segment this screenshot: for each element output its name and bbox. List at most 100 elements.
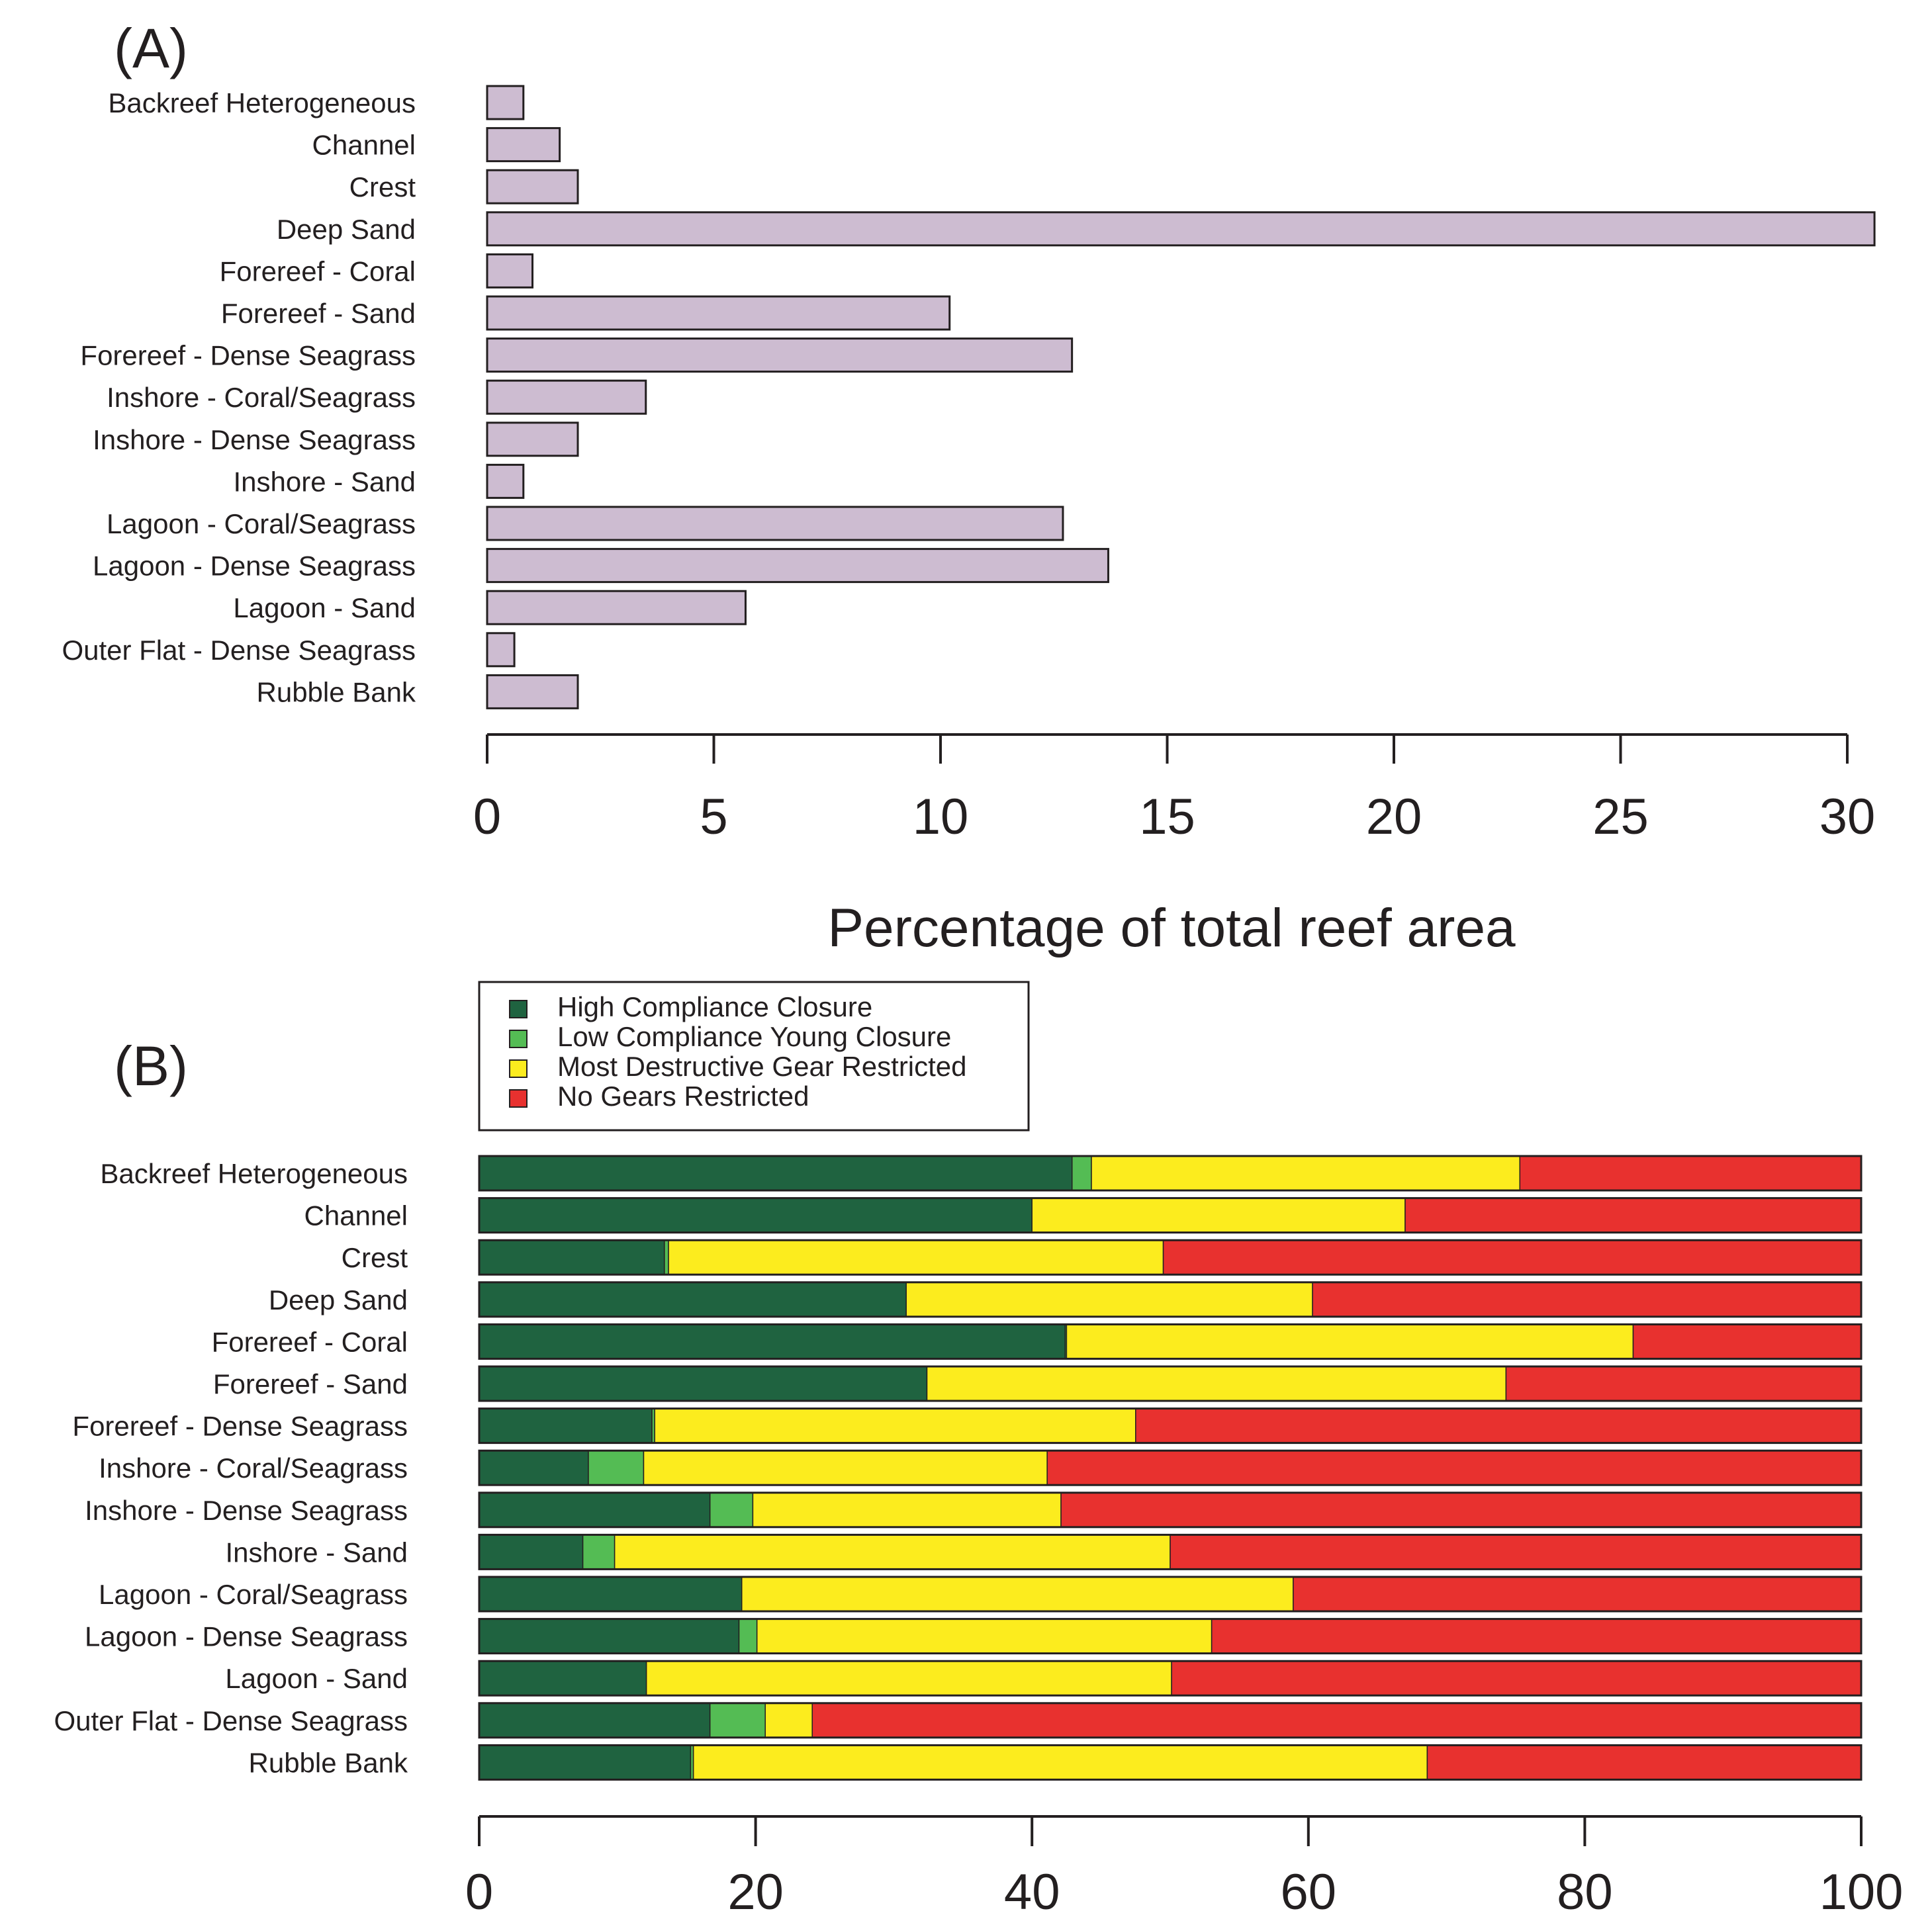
- panel-a-bar-inshore-coral-seagrass: [486, 379, 647, 415]
- panel-a-category-label-crest: Crest: [349, 171, 416, 202]
- panel-a-category-labels: Backreef Heterogeneous Channel Crest Deep S…: [62, 87, 416, 707]
- panel-b-segment-most-destructive-gear-restricted-crest: [668, 1239, 1164, 1275]
- legend-swatch-low-compliance-young-closure: [509, 1030, 528, 1048]
- panel-a-bar-outer-flat-dense-seagrass: [486, 632, 516, 668]
- panel-a-tick-label-30: 30: [1819, 789, 1876, 845]
- panel-b-segment-most-destructive-gear-restricted-forereef-coral: [1066, 1323, 1634, 1360]
- panel-b-category-label-rubble-bank: Rubble Bank: [249, 1747, 408, 1778]
- panel-b-x-axis: 0 20 40 60 80 100: [465, 1815, 1903, 1917]
- panel-a-tick-label-0: 0: [473, 789, 501, 845]
- panel-b-category-labels: Backreef Heterogeneous Channel Crest Deep S…: [54, 1158, 408, 1778]
- panel-b-tick-label-0: 0: [465, 1864, 493, 1917]
- panel-b-segment-low-compliance-young-closure-outer-flat-dense-seagrass: [709, 1703, 766, 1738]
- legend-label-no-gears-restricted: No Gears Restricted: [557, 1081, 809, 1112]
- panel-a-bar-inshore-sand: [486, 463, 525, 499]
- panel-b-tick-label-20: 20: [727, 1864, 784, 1917]
- panel-b-category-label-crest: Crest: [342, 1242, 408, 1273]
- panel-a-tick-label-25: 25: [1592, 789, 1649, 845]
- panel-a-category-label-forereef-coral: Forereef - Coral: [220, 255, 416, 287]
- panel-b-category-label-outer-flat-dense-seagrass: Outer Flat - Dense Seagrass: [54, 1705, 408, 1736]
- panel-b-segment-most-destructive-gear-restricted-inshore-dense-seagrass: [752, 1492, 1062, 1528]
- panel-b-segment-high-compliance-closure-forereef-sand: [479, 1366, 928, 1402]
- panel-b-bar-outline-crest: [478, 1239, 1863, 1276]
- panel-a-tick-label-20: 20: [1366, 789, 1422, 845]
- panel-a-category-label-inshore-sand: Inshore - Sand: [233, 466, 416, 497]
- panel-b-segment-low-compliance-young-closure-crest: [664, 1239, 669, 1275]
- panel-a-bar-lagoon-sand: [486, 590, 747, 625]
- panel-b-bar-outline-inshore-coral-seagrass: [478, 1449, 1863, 1486]
- panel-b-segment-no-gears-restricted-forereef-sand: [1505, 1366, 1862, 1402]
- panel-b-bar-outline-deep-sand: [478, 1281, 1863, 1318]
- panel-b-bar-outline-forereef-coral: [478, 1323, 1863, 1360]
- panel-b-segment-no-gears-restricted-forereef-dense-seagrass: [1135, 1407, 1862, 1444]
- panel-a-category-label-outer-flat-dense-seagrass: Outer Flat - Dense Seagrass: [62, 635, 416, 666]
- panel-a-category-label-lagoon-sand: Lagoon - Sand: [233, 592, 416, 623]
- panel-b-segment-high-compliance-closure-forereef-coral: [479, 1323, 1066, 1360]
- panel-b-segment-no-gears-restricted-lagoon-dense-seagrass: [1211, 1618, 1862, 1654]
- panel-b-label: (B): [114, 1035, 188, 1097]
- panel-a: (A) Backreef Heterogeneous Channel Crest De…: [62, 17, 1876, 958]
- panel-b-segment-no-gears-restricted-backreef-heterogeneous: [1519, 1155, 1862, 1191]
- panel-b-bar-outline-lagoon-coral-seagrass: [478, 1576, 1863, 1613]
- panel-a-category-label-lagoon-dense-seagrass: Lagoon - Dense Seagrass: [93, 551, 416, 582]
- panel-b-segment-most-destructive-gear-restricted-forereef-sand: [926, 1366, 1507, 1402]
- panel-a-tick-label-15: 15: [1139, 789, 1195, 845]
- panel-b-segment-most-destructive-gear-restricted-channel: [1031, 1197, 1406, 1233]
- panel-b-segment-most-destructive-gear-restricted-lagoon-coral-seagrass: [741, 1576, 1294, 1612]
- panel-b-bar-outline-outer-flat-dense-seagrass: [478, 1702, 1863, 1739]
- panel-b-segment-high-compliance-closure-inshore-coral-seagrass: [479, 1450, 589, 1486]
- legend-swatch-no-gears-restricted: [509, 1089, 528, 1108]
- panel-a-bar-channel: [486, 127, 561, 163]
- panel-b-tick-label-60: 60: [1281, 1864, 1337, 1917]
- panel-a-bar-deep-sand: [486, 211, 1876, 247]
- panel-b-category-label-channel: Channel: [304, 1200, 408, 1231]
- panel-b-segment-high-compliance-closure-deep-sand: [479, 1282, 907, 1317]
- panel-b-segment-most-destructive-gear-restricted-rubble-bank: [692, 1744, 1428, 1781]
- panel-b-segment-no-gears-restricted-channel: [1404, 1197, 1862, 1233]
- legend-label-low-compliance-young-closure: Low Compliance Young Closure: [557, 1021, 951, 1052]
- panel-b-segment-no-gears-restricted-outer-flat-dense-seagrass: [811, 1703, 1862, 1738]
- panel-b-category-label-forereef-coral: Forereef - Coral: [212, 1326, 408, 1357]
- panel-b-category-label-inshore-dense-seagrass: Inshore - Dense Seagrass: [85, 1495, 408, 1526]
- panel-b-segment-high-compliance-closure-inshore-dense-seagrass: [479, 1492, 711, 1528]
- panel-b-bar-outline-inshore-sand: [478, 1533, 1863, 1570]
- panel-a-category-label-lagoon-coral-seagrass: Lagoon - Coral/Seagrass: [107, 508, 416, 539]
- legend-label-most-destructive-gear-restricted: Most Destructive Gear Restricted: [557, 1051, 967, 1082]
- legend-swatch-most-destructive-gear-restricted: [509, 1059, 528, 1078]
- panel-b-segment-no-gears-restricted-rubble-bank: [1426, 1744, 1862, 1781]
- panel-b-stacked-bars: [478, 1155, 1863, 1781]
- panel-a-category-label-rubble-bank: Rubble Bank: [257, 676, 416, 707]
- panel-a-x-axis: 0 5 10 15 20 25 30: [473, 733, 1876, 845]
- panel-b-segment-no-gears-restricted-deep-sand: [1312, 1282, 1862, 1317]
- panel-b-bar-outline-rubble-bank: [478, 1744, 1863, 1781]
- panel-a-category-label-backreef-heterogeneous: Backreef Heterogeneous: [108, 87, 416, 118]
- panel-a-category-label-deep-sand: Deep Sand: [277, 214, 416, 245]
- panel-a-label: (A): [114, 17, 188, 79]
- panel-b-segment-low-compliance-young-closure-inshore-sand: [582, 1534, 616, 1570]
- panel-b-bar-outline-forereef-dense-seagrass: [478, 1407, 1863, 1445]
- panel-b-segment-high-compliance-closure-lagoon-dense-seagrass: [479, 1618, 740, 1654]
- panel-b-tick-label-40: 40: [1004, 1864, 1060, 1917]
- panel-b-segment-most-destructive-gear-restricted-lagoon-sand: [645, 1660, 1172, 1696]
- panel-a-bar-lagoon-dense-seagrass: [486, 548, 1109, 584]
- panel-b-segment-high-compliance-closure-channel: [479, 1197, 1033, 1233]
- panel-b-segment-no-gears-restricted-lagoon-coral-seagrass: [1293, 1576, 1862, 1612]
- panel-a-bar-backreef-heterogeneous: [486, 85, 525, 120]
- panel-b-segment-most-destructive-gear-restricted-inshore-coral-seagrass: [643, 1450, 1048, 1486]
- panel-b-bar-outline-forereef-sand: [478, 1365, 1863, 1402]
- panel-b-bar-outline-lagoon-dense-seagrass: [478, 1618, 1863, 1655]
- panel-b-segment-high-compliance-closure-forereef-dense-seagrass: [479, 1407, 653, 1444]
- panel-b-segment-no-gears-restricted-forereef-coral: [1632, 1323, 1862, 1360]
- panel-a-category-label-inshore-dense-seagrass: Inshore - Dense Seagrass: [93, 424, 416, 455]
- panel-a-tick-label-5: 5: [700, 789, 727, 845]
- panel-b-segment-no-gears-restricted-inshore-coral-seagrass: [1046, 1450, 1862, 1486]
- panel-b-category-label-lagoon-dense-seagrass: Lagoon - Dense Seagrass: [85, 1621, 408, 1652]
- legend-label-high-compliance-closure: High Compliance Closure: [557, 991, 872, 1022]
- panel-b-tick-label-80: 80: [1557, 1864, 1613, 1917]
- panel-b-category-label-deep-sand: Deep Sand: [269, 1284, 408, 1315]
- legend-box: [478, 981, 1030, 1132]
- panel-b-segment-no-gears-restricted-inshore-sand: [1170, 1534, 1862, 1570]
- panel-a-bars: [486, 85, 1876, 709]
